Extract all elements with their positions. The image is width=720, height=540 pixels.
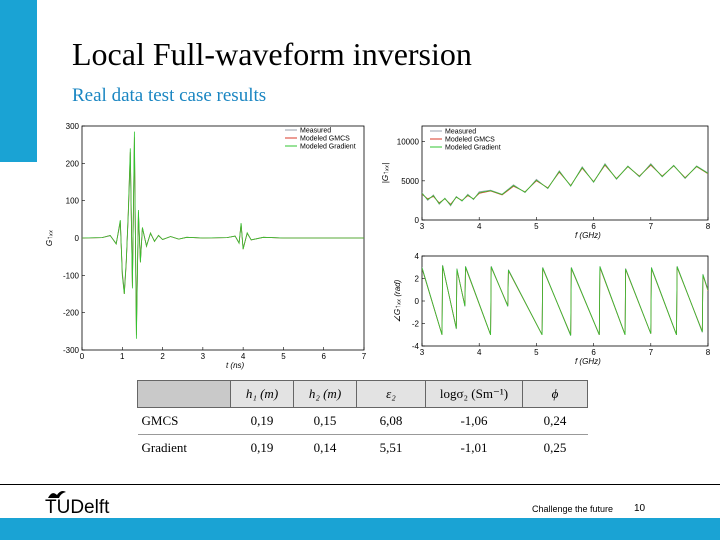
phase-x-tick-label: 4 — [477, 348, 482, 357]
time-domain-x-tick-label: 1 — [120, 352, 125, 361]
amplitude-plot-frame — [421, 125, 709, 221]
phase-plot-frame — [421, 255, 709, 347]
phase-y-axis-label: ∠G↑ₓₓ (rad) — [393, 279, 402, 322]
phase-x-tick-label: 7 — [649, 348, 654, 357]
time-domain-y-tick-label: 100 — [66, 197, 80, 206]
table-row: GMCS 0,19 0,15 6,08 -1,06 0,24 — [137, 407, 588, 435]
table-cell: 0,19 — [230, 434, 294, 461]
time-domain-legend-label: Modeled Gradient — [300, 144, 356, 151]
amplitude-x-tick-label: 8 — [706, 222, 711, 231]
amplitude-y-tick-label: 0 — [415, 216, 420, 225]
phase-x-tick-label: 3 — [420, 348, 425, 357]
slide-subtitle: Real data test case results — [72, 85, 267, 106]
amplitude-y-tick-label: 10000 — [397, 138, 420, 147]
table-header-h2: h₂ (m) — [293, 380, 357, 408]
phase-y-tick-label: 0 — [415, 297, 420, 306]
table-cell: 0,24 — [522, 407, 588, 435]
time-domain-x-tick-label: 3 — [201, 352, 206, 361]
phase-x-tick-label: 5 — [534, 348, 539, 357]
time-domain-x-tick-label: 2 — [160, 352, 165, 361]
phase-chart-group: 3 4 5 6 7 8 4 2 0 -2 -4 f (GHz) ∠G↑ₓₓ (rad) — [393, 252, 711, 366]
table-row-label: GMCS — [137, 407, 231, 435]
footer-band — [0, 518, 720, 540]
table-cell: 0,19 — [230, 407, 294, 435]
table-header-phi: ϕ — [522, 380, 588, 408]
tudelft-logo: TUDelft — [45, 497, 110, 518]
amplitude-x-axis-label: f (GHz) — [575, 231, 601, 240]
time-domain-chart-group: 0 1 2 3 4 5 6 7 300 200 100 0 -100 -200 -300 t (ns) G↑ₓₓ… — [45, 122, 367, 370]
results-table: h₁ (m) h₂ (m) ε₂ logσ₂ (Sm⁻¹) ϕ GMCS 0,1… — [137, 380, 588, 461]
amplitude-x-tick-label: 5 — [534, 222, 539, 231]
footer-slogan: Challenge the future — [532, 504, 614, 514]
amplitude-y-axis-label: |G↑ₓₓ| — [381, 163, 390, 183]
table-cell: -1,06 — [425, 407, 523, 435]
phase-y-tick-label: 4 — [415, 252, 420, 261]
table-header-row: h₁ (m) h₂ (m) ε₂ logσ₂ (Sm⁻¹) ϕ — [137, 380, 588, 408]
amplitude-y-tick-label: 5000 — [401, 177, 419, 186]
amplitude-legend-label: Modeled GMCS — [445, 137, 495, 144]
time-domain-legend-label: Modeled GMCS — [300, 136, 350, 143]
amplitude-series-modeled-gradient — [422, 163, 708, 206]
time-domain-x-tick-label: 5 — [281, 352, 286, 361]
amplitude-x-tick-label: 3 — [420, 222, 425, 231]
table-cell: 5,51 — [356, 434, 426, 461]
amplitude-series-measured — [422, 162, 708, 207]
table-row-label: Gradient — [137, 434, 231, 461]
table-header-h1: h₁ (m) — [230, 380, 294, 408]
time-domain-y-axis-label: G↑ₓₓ — [45, 230, 54, 246]
table-cell: 6,08 — [356, 407, 426, 435]
amplitude-x-tick-label: 7 — [649, 222, 654, 231]
slide-title: Local Full-waveform inversion — [72, 36, 472, 72]
phase-x-tick-label: 6 — [591, 348, 596, 357]
table-corner-cell — [137, 380, 231, 408]
phase-x-tick-label: 8 — [706, 348, 711, 357]
time-domain-legend-label: Measured — [300, 128, 331, 135]
time-domain-x-tick-label: 4 — [241, 352, 246, 361]
time-domain-y-tick-label: -300 — [63, 346, 80, 355]
phase-series-modeled-gradient — [422, 265, 708, 336]
phase-y-tick-label: -4 — [412, 342, 420, 351]
amplitude-series-modeled-gmcs — [422, 164, 708, 205]
time-domain-x-tick-label: 6 — [321, 352, 326, 361]
time-domain-x-axis-label: t (ns) — [226, 361, 245, 370]
phase-y-tick-label: 2 — [415, 275, 420, 284]
table-cell: 0,14 — [293, 434, 357, 461]
time-domain-x-tick-label: 0 — [80, 352, 85, 361]
time-domain-y-tick-label: -200 — [63, 309, 80, 318]
table-header-eps2: ε₂ — [356, 380, 426, 408]
table-cell: -1,01 — [425, 434, 523, 461]
table-header-logsigma2: logσ₂ (Sm⁻¹) — [425, 380, 523, 408]
time-domain-series-modeled-gradient — [82, 131, 364, 339]
amplitude-legend-label: Measured — [445, 129, 476, 136]
amplitude-x-tick-label: 4 — [477, 222, 482, 231]
time-domain-x-tick-label: 7 — [362, 352, 367, 361]
table-row: Gradient 0,19 0,14 5,51 -1,01 0,25 — [137, 434, 588, 461]
phase-x-axis-label: f (GHz) — [575, 357, 601, 366]
footer-divider — [0, 484, 720, 485]
amplitude-x-tick-label: 6 — [591, 222, 596, 231]
table-cell: 0,15 — [293, 407, 357, 435]
time-domain-y-tick-label: 200 — [66, 159, 80, 168]
tudelft-flame-icon — [48, 491, 66, 498]
amplitude-legend-label: Modeled Gradient — [445, 145, 501, 152]
accent-bar — [0, 0, 37, 162]
phase-y-tick-label: -2 — [412, 320, 420, 329]
page-number: 10 — [634, 503, 646, 514]
time-domain-y-tick-label: -100 — [63, 271, 80, 280]
time-domain-y-tick-label: 0 — [75, 234, 80, 243]
table-cell: 0,25 — [522, 434, 588, 461]
time-domain-y-tick-label: 300 — [66, 122, 80, 131]
